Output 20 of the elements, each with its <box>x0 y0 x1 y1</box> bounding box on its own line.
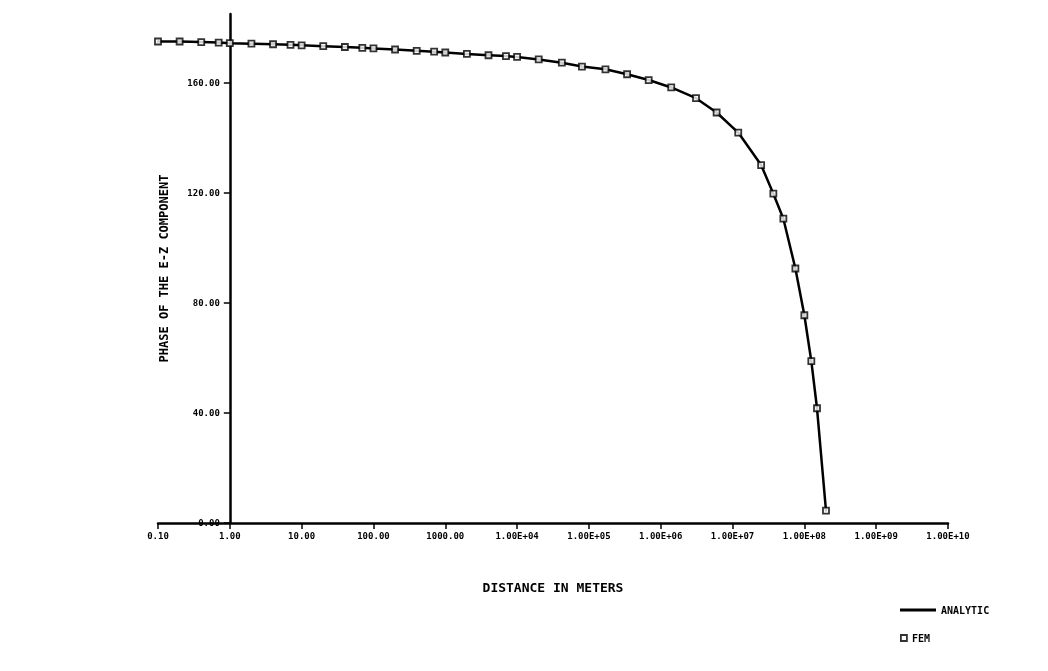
x-tick-label: 1.00E+05 <box>567 530 611 541</box>
y-tick-label: 80.00 <box>192 297 220 308</box>
x-tick-label: 1.00E+07 <box>710 530 755 541</box>
x-tick-label: 1000.00 <box>426 530 465 541</box>
x-tick-label: 1.00E+04 <box>495 530 540 541</box>
y-tick-label: 160.00 <box>187 77 220 88</box>
x-tick-label: 1.00E+10 <box>926 530 970 541</box>
x-tick-label: 100.00 <box>357 530 390 541</box>
x-tick-label: 1.00E+08 <box>782 530 827 541</box>
x-tick-label: 10.00 <box>288 530 316 541</box>
x-tick-label: 0.10 <box>147 530 169 541</box>
y-axis-title: PHASE OF THE E-Z COMPONENT <box>156 174 171 363</box>
x-tick-label: 1.00E+09 <box>854 530 898 541</box>
x-axis-title: DISTANCE IN METERS <box>482 580 624 595</box>
y-tick-label: 120.00 <box>187 187 220 198</box>
legend-label: ANALYTIC <box>941 604 990 616</box>
y-tick-label: 40.00 <box>192 407 220 418</box>
x-tick-label: 1.00E+06 <box>639 530 683 541</box>
legend-label: FEM <box>911 632 930 644</box>
x-tick-label: 1.00 <box>218 530 241 541</box>
